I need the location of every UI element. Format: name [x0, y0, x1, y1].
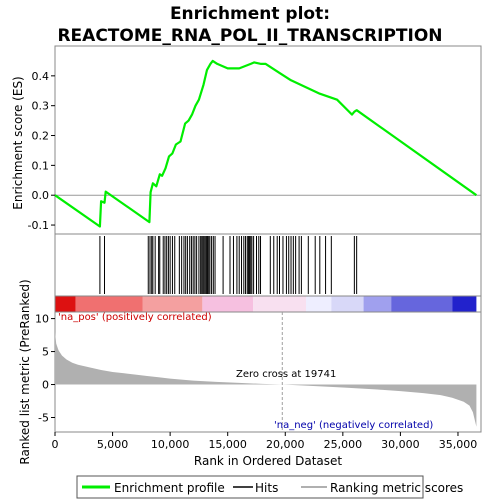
metric-y-axis-label: Ranked list metric (PreRanked) [18, 279, 32, 464]
legend-metric-label: Ranking metric scores [330, 481, 463, 495]
ranking-bar-segment [142, 296, 203, 312]
x-tick-label: 20,000 [266, 438, 305, 451]
es-y-axis-label: Enrichment score (ES) [11, 76, 25, 209]
enrichment-profile-line [54, 59, 478, 228]
ranking-bar-segment [331, 296, 364, 312]
legend: Enrichment profile Hits Ranking metric s… [76, 475, 463, 499]
metric-y-tick-label: 5 [42, 346, 49, 359]
metric-y-tick-label: 10 [35, 313, 49, 326]
metric-y-tick-label: 0 [42, 379, 49, 392]
ranking-metric-area [55, 331, 477, 427]
metric-y-tick-label: -5 [38, 411, 49, 424]
es-y-tick-label: 0.1 [32, 159, 50, 172]
ranking-bar-segment [391, 296, 453, 312]
x-tick-label: 15,000 [208, 438, 247, 451]
x-axis: 0 5,000 10,000 15,000 20,000 25,000 30,000 35,0… [52, 432, 478, 451]
x-tick-label: 5,000 [97, 438, 129, 451]
positive-correlation-label: 'na_pos' (positively correlated) [58, 312, 212, 323]
x-tick-label: 25,000 [324, 438, 363, 451]
x-tick-label: 30,000 [381, 438, 420, 451]
metric-plot-frame [54, 311, 482, 433]
ranking-color-bar [54, 295, 482, 313]
negative-correlation-label: 'na_neg' (negatively correlated) [274, 420, 433, 431]
ranking-bar-segment [55, 296, 76, 312]
ranking-bar-segment [75, 296, 143, 312]
ranking-bar-segment [253, 296, 306, 312]
x-tick-label: 0 [52, 438, 59, 451]
ranking-bar-segment [452, 296, 477, 312]
es-y-tick-label: 0.3 [32, 100, 50, 113]
chart-title-line2: REACTOME_RNA_POL_II_TRANSCRIPTION [57, 26, 442, 46]
es-y-tick-label: 0.2 [32, 130, 50, 143]
x-axis-label: Rank in Ordered Dataset [194, 454, 342, 468]
es-panel: -0.1 0.0 0.1 0.2 0.3 0.4 [28, 45, 482, 235]
ranking-bar-segment [202, 296, 254, 312]
hits-frame [54, 233, 482, 297]
zero-cross-label: Zero cross at 19741 [236, 369, 336, 380]
x-tick-label: 35,000 [439, 438, 478, 451]
chart-title-line1: Enrichment plot: [170, 4, 330, 24]
hits-panel [54, 233, 482, 297]
es-plot-frame [54, 45, 482, 235]
x-tick-label: 10,000 [151, 438, 190, 451]
es-y-tick-label: 0.4 [32, 70, 50, 83]
ranking-bar-segment [363, 296, 392, 312]
legend-enrichment-label: Enrichment profile [114, 481, 225, 495]
es-y-tick-label: -0.1 [28, 219, 49, 232]
legend-hits-label: Hits [255, 481, 278, 495]
ranking-bar-segment [305, 296, 332, 312]
es-y-tick-label: 0.0 [32, 189, 50, 202]
